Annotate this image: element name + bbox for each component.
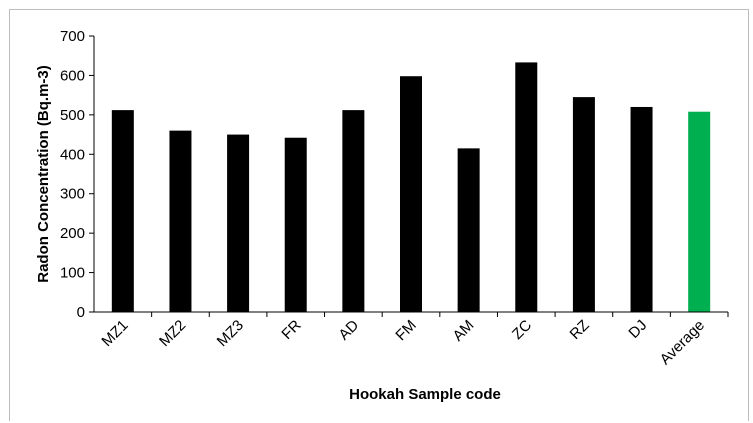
bar-average xyxy=(688,111,711,313)
y-tick-label: 400 xyxy=(60,146,85,163)
y-tick-label: 100 xyxy=(60,265,85,282)
y-axis-ticks: 0 100 200 300 400 500 600 700 xyxy=(60,28,94,321)
bar-zc xyxy=(515,62,538,312)
x-tick-label: AM xyxy=(450,317,478,345)
bar-mz1 xyxy=(111,110,134,312)
y-tick-label: 200 xyxy=(60,225,85,242)
y-tick-label: 0 xyxy=(77,304,85,321)
x-tick-label: DJ xyxy=(625,317,650,342)
x-tick-label: MZ2 xyxy=(156,317,189,350)
bar-am xyxy=(457,148,480,312)
bar-ad xyxy=(342,110,365,312)
x-tick-label: RZ xyxy=(567,317,593,343)
x-tick-label: Average xyxy=(657,317,708,368)
bar-rz xyxy=(572,97,595,312)
x-tick-label: FM xyxy=(392,317,419,344)
y-tick-label: 300 xyxy=(60,186,85,203)
y-tick-label: 500 xyxy=(60,107,85,124)
y-tick-label: 700 xyxy=(60,28,85,45)
y-axis-title: Radon Concentration (Bq.m-3) xyxy=(35,65,52,283)
bar-fm xyxy=(400,76,422,313)
x-tick-label: MZ1 xyxy=(98,317,131,350)
x-tick-label: FR xyxy=(278,317,304,343)
bar-fr xyxy=(284,137,307,312)
bar-dj xyxy=(630,106,653,312)
x-axis-title: Hookah Sample code xyxy=(349,386,501,403)
y-tick-label: 600 xyxy=(60,67,85,84)
x-tick-label: AD xyxy=(335,317,362,344)
x-axis-ticks: MZ1 MZ2 MZ3 FR AD FM AM ZC RZ DJ Average xyxy=(98,312,729,368)
bars xyxy=(111,62,711,313)
bar-mz2 xyxy=(169,130,192,312)
x-tick-label: ZC xyxy=(509,317,535,343)
bar-mz3 xyxy=(227,134,250,312)
chart-frame xyxy=(9,9,749,421)
x-tick-label: MZ3 xyxy=(214,317,247,350)
